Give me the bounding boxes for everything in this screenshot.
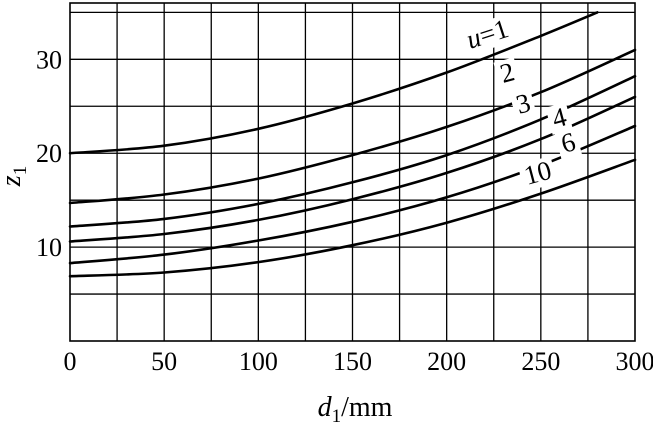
x-tick-label: 150 (333, 347, 372, 376)
curve-label-background (459, 14, 513, 56)
x-tick-label: 250 (521, 347, 560, 376)
x-tick-label: 0 (64, 347, 77, 376)
x-axis-label-main: d (318, 392, 333, 422)
x-axis-label: d1/mm (318, 392, 393, 422)
x-axis-label-unit: /mm (341, 392, 393, 422)
plot-frame (69, 2, 636, 342)
y-tick-label: 10 (36, 233, 62, 262)
x-tick-label: 200 (427, 347, 466, 376)
series-line (68, 48, 637, 205)
series-line (68, 11, 599, 155)
x-axis-label-sub: 1 (332, 406, 342, 422)
y-axis-label: z1 (0, 166, 31, 187)
y-axis-label-sub: 1 (10, 166, 31, 176)
series-line (68, 74, 637, 228)
curve-label-background (509, 88, 537, 121)
x-tick-label: 50 (151, 347, 177, 376)
y-tick-labels: 10 20 30 (36, 45, 62, 262)
y-axis-label-main: z (0, 175, 27, 187)
series-line (68, 158, 637, 278)
x-tick-labels: 0 50 100 150 200 250 300 (64, 347, 653, 376)
series-line (68, 95, 637, 243)
curve-label: u=1 (463, 13, 512, 55)
curve-label-background (545, 102, 573, 135)
curve-label-background (554, 127, 582, 160)
y-tick-label: 20 (36, 139, 62, 168)
y-tick-label: 30 (36, 45, 62, 74)
x-tick-label: 100 (239, 347, 278, 376)
curve-label-background (517, 155, 558, 192)
x-tick-label: 300 (616, 347, 653, 376)
curve-label-background (493, 57, 521, 90)
